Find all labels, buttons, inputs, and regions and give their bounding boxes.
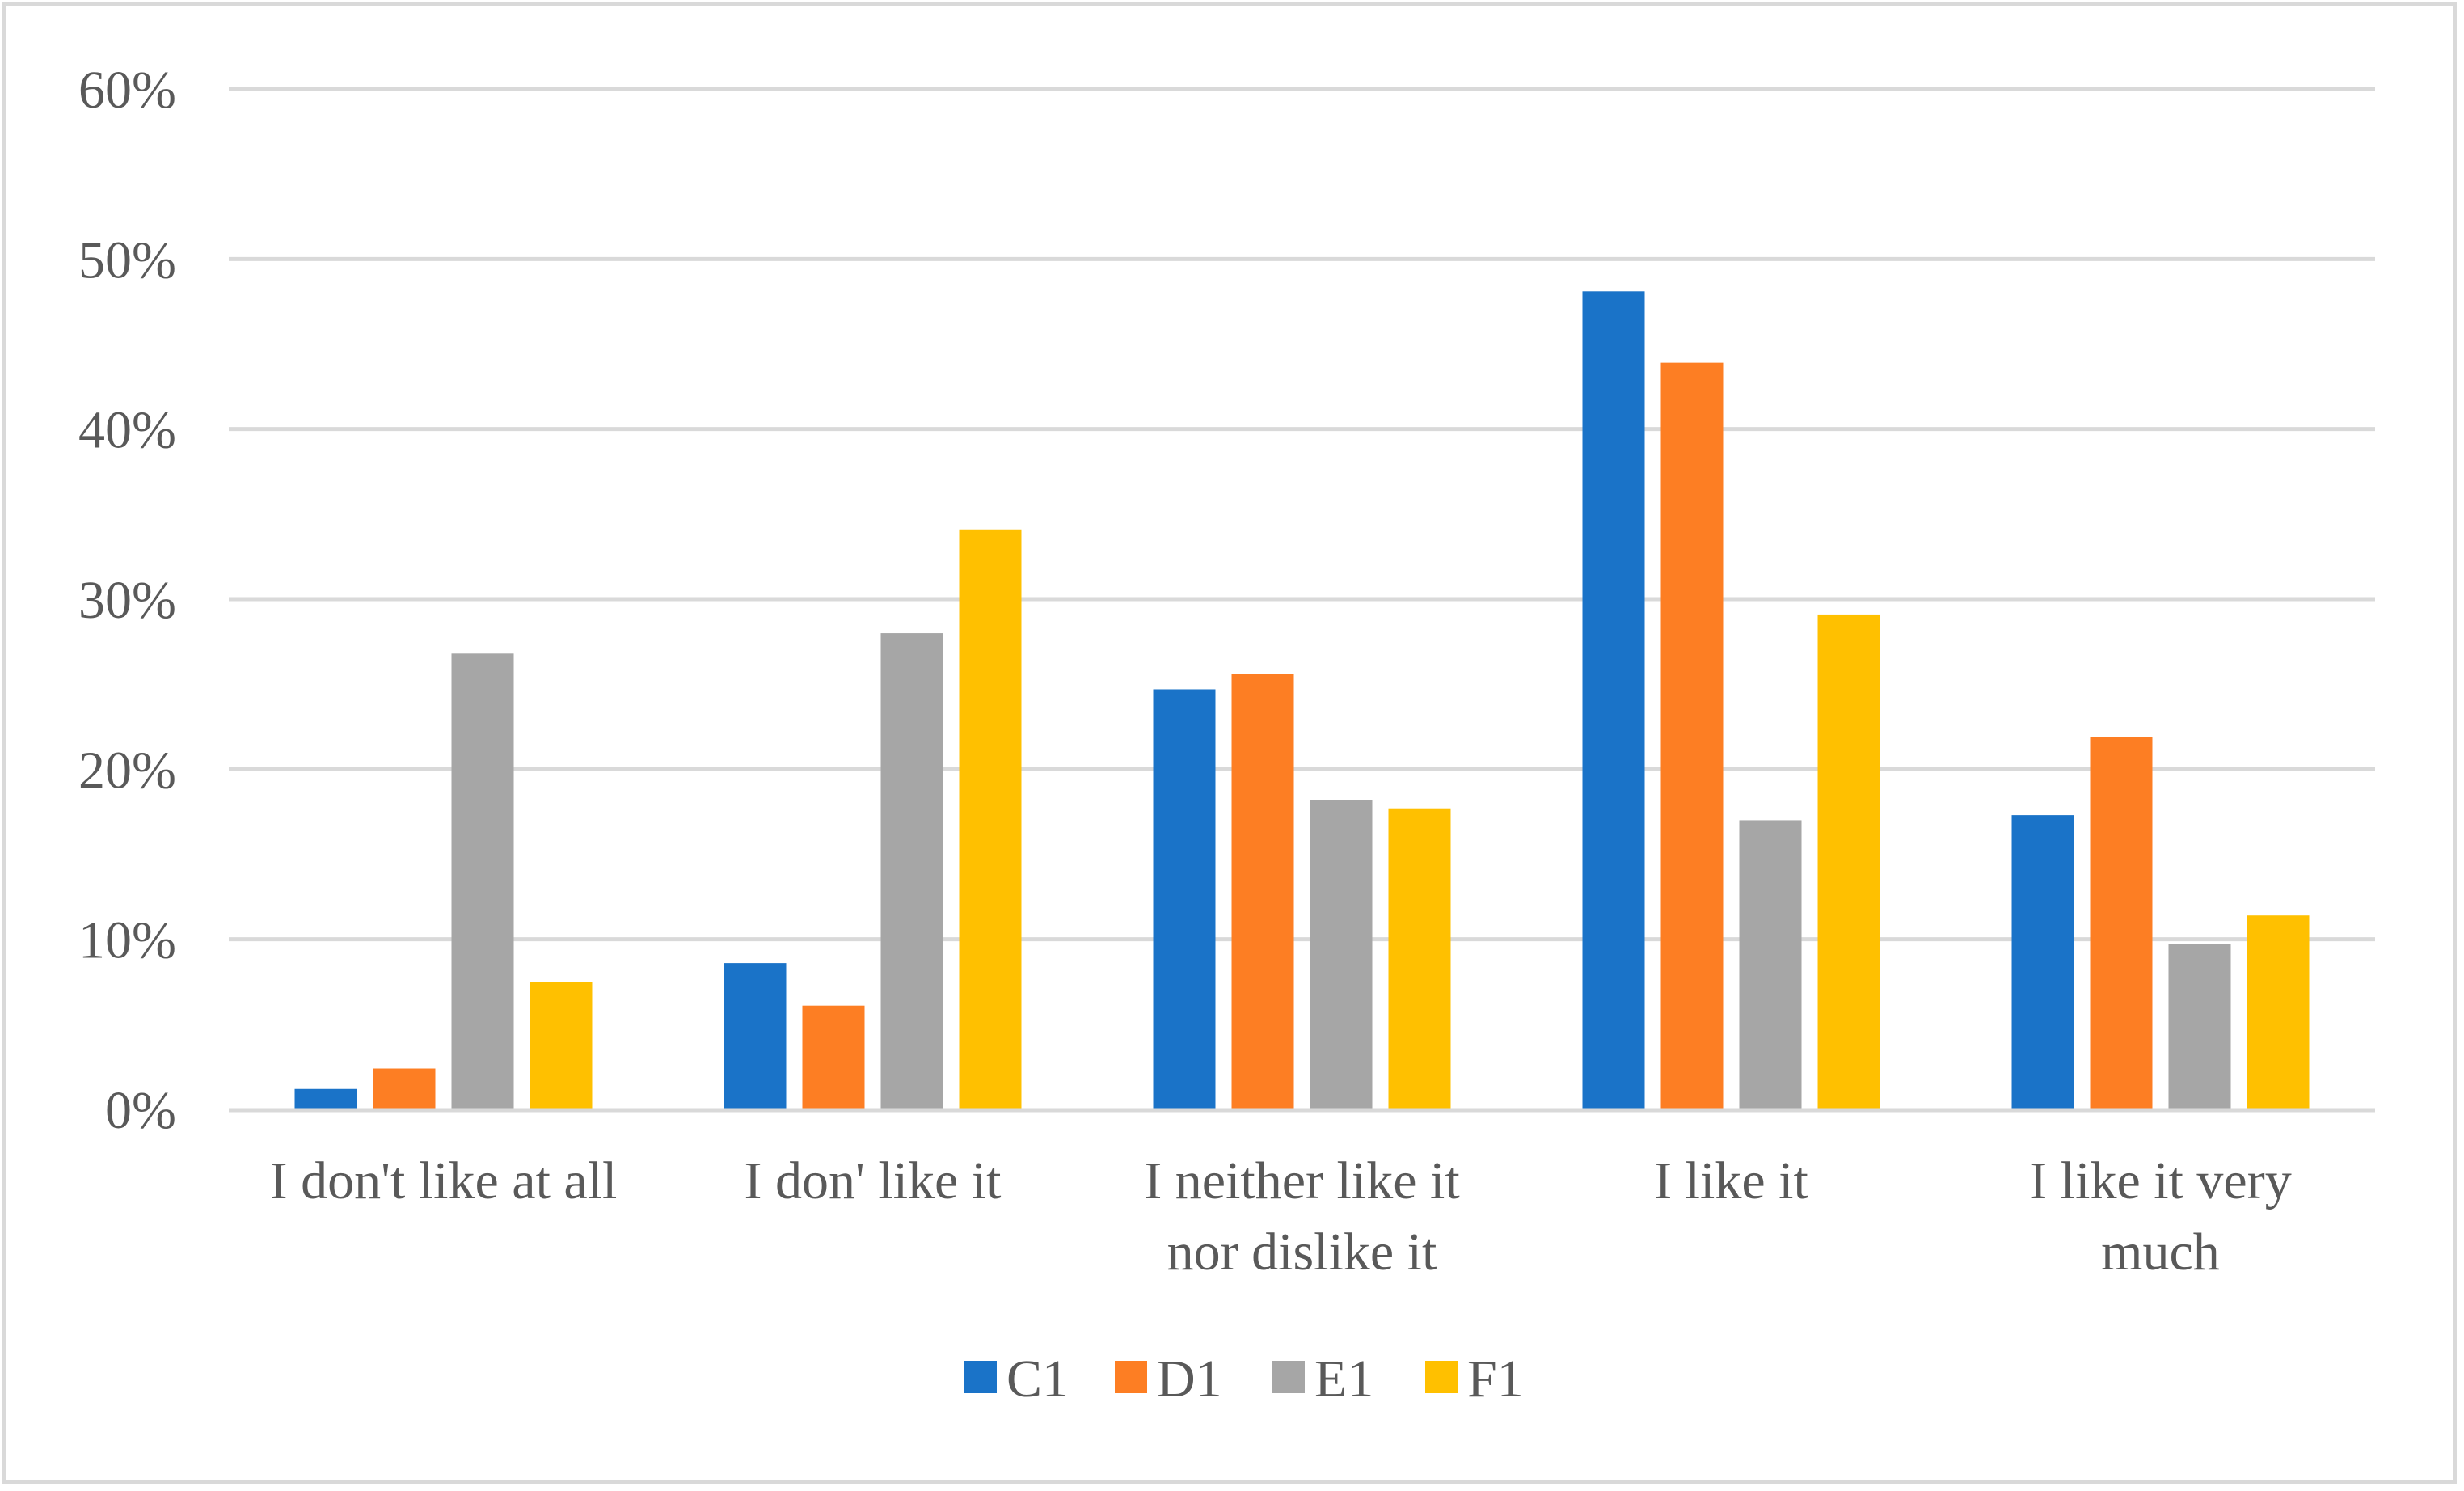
gridlines <box>229 87 2375 942</box>
legend-swatch-c1 <box>964 1361 997 1393</box>
x-category-label: much <box>2101 1223 2220 1282</box>
y-tick-label: 40% <box>78 401 176 460</box>
bar-c1 <box>294 1088 357 1109</box>
bar-e1 <box>1310 800 1373 1109</box>
bar-d1 <box>802 1005 865 1109</box>
x-category-label: I neither like it <box>1144 1151 1459 1210</box>
bar-d1 <box>1660 362 1724 1109</box>
bar-e1 <box>2168 944 2231 1109</box>
x-category-label: I like it very <box>2029 1151 2291 1210</box>
y-tick-label: 0% <box>105 1081 176 1140</box>
bar-c1 <box>724 963 787 1109</box>
bar-f1 <box>959 529 1022 1109</box>
y-tick-label: 50% <box>78 230 176 289</box>
y-tick-label: 10% <box>78 911 176 970</box>
legend-label-e1: E1 <box>1314 1350 1373 1409</box>
bar-c1 <box>1582 291 1645 1110</box>
bar-e1 <box>880 633 943 1109</box>
bar-d1 <box>2090 737 2153 1109</box>
x-axis-category-labels: I don't like at all I don' like it I neith… <box>270 1151 2292 1282</box>
bar-d1 <box>1231 674 1294 1109</box>
bar-d1 <box>373 1068 436 1109</box>
y-tick-label: 20% <box>78 741 176 800</box>
legend-label-d1: D1 <box>1157 1350 1222 1409</box>
bar-f1 <box>1388 808 1451 1109</box>
legend: C1 D1 E1 F1 <box>964 1350 1524 1409</box>
legend-label-f1: F1 <box>1467 1350 1524 1409</box>
bar-c1 <box>2011 815 2074 1109</box>
bar-f1 <box>530 982 593 1109</box>
bar-e1 <box>451 653 514 1109</box>
legend-swatch-f1 <box>1425 1361 1458 1393</box>
bar-e1 <box>1739 820 1802 1109</box>
x-category-label: nor dislike it <box>1167 1223 1437 1282</box>
bar-f1 <box>1817 614 1880 1109</box>
y-axis-ticks: 0% 10% 20% 30% 40% 50% 60% <box>78 61 176 1140</box>
legend-swatch-d1 <box>1115 1361 1147 1393</box>
bar-f1 <box>2247 915 2310 1109</box>
x-category-label: I like it <box>1654 1151 1808 1210</box>
x-category-label: I don't like at all <box>270 1151 618 1210</box>
legend-label-c1: C1 <box>1006 1350 1069 1409</box>
bars <box>294 291 2310 1110</box>
y-tick-label: 30% <box>78 571 176 630</box>
legend-swatch-e1 <box>1272 1361 1305 1393</box>
y-tick-label: 60% <box>78 61 176 120</box>
bar-c1 <box>1153 689 1216 1109</box>
x-category-label: I don' like it <box>744 1151 1001 1210</box>
